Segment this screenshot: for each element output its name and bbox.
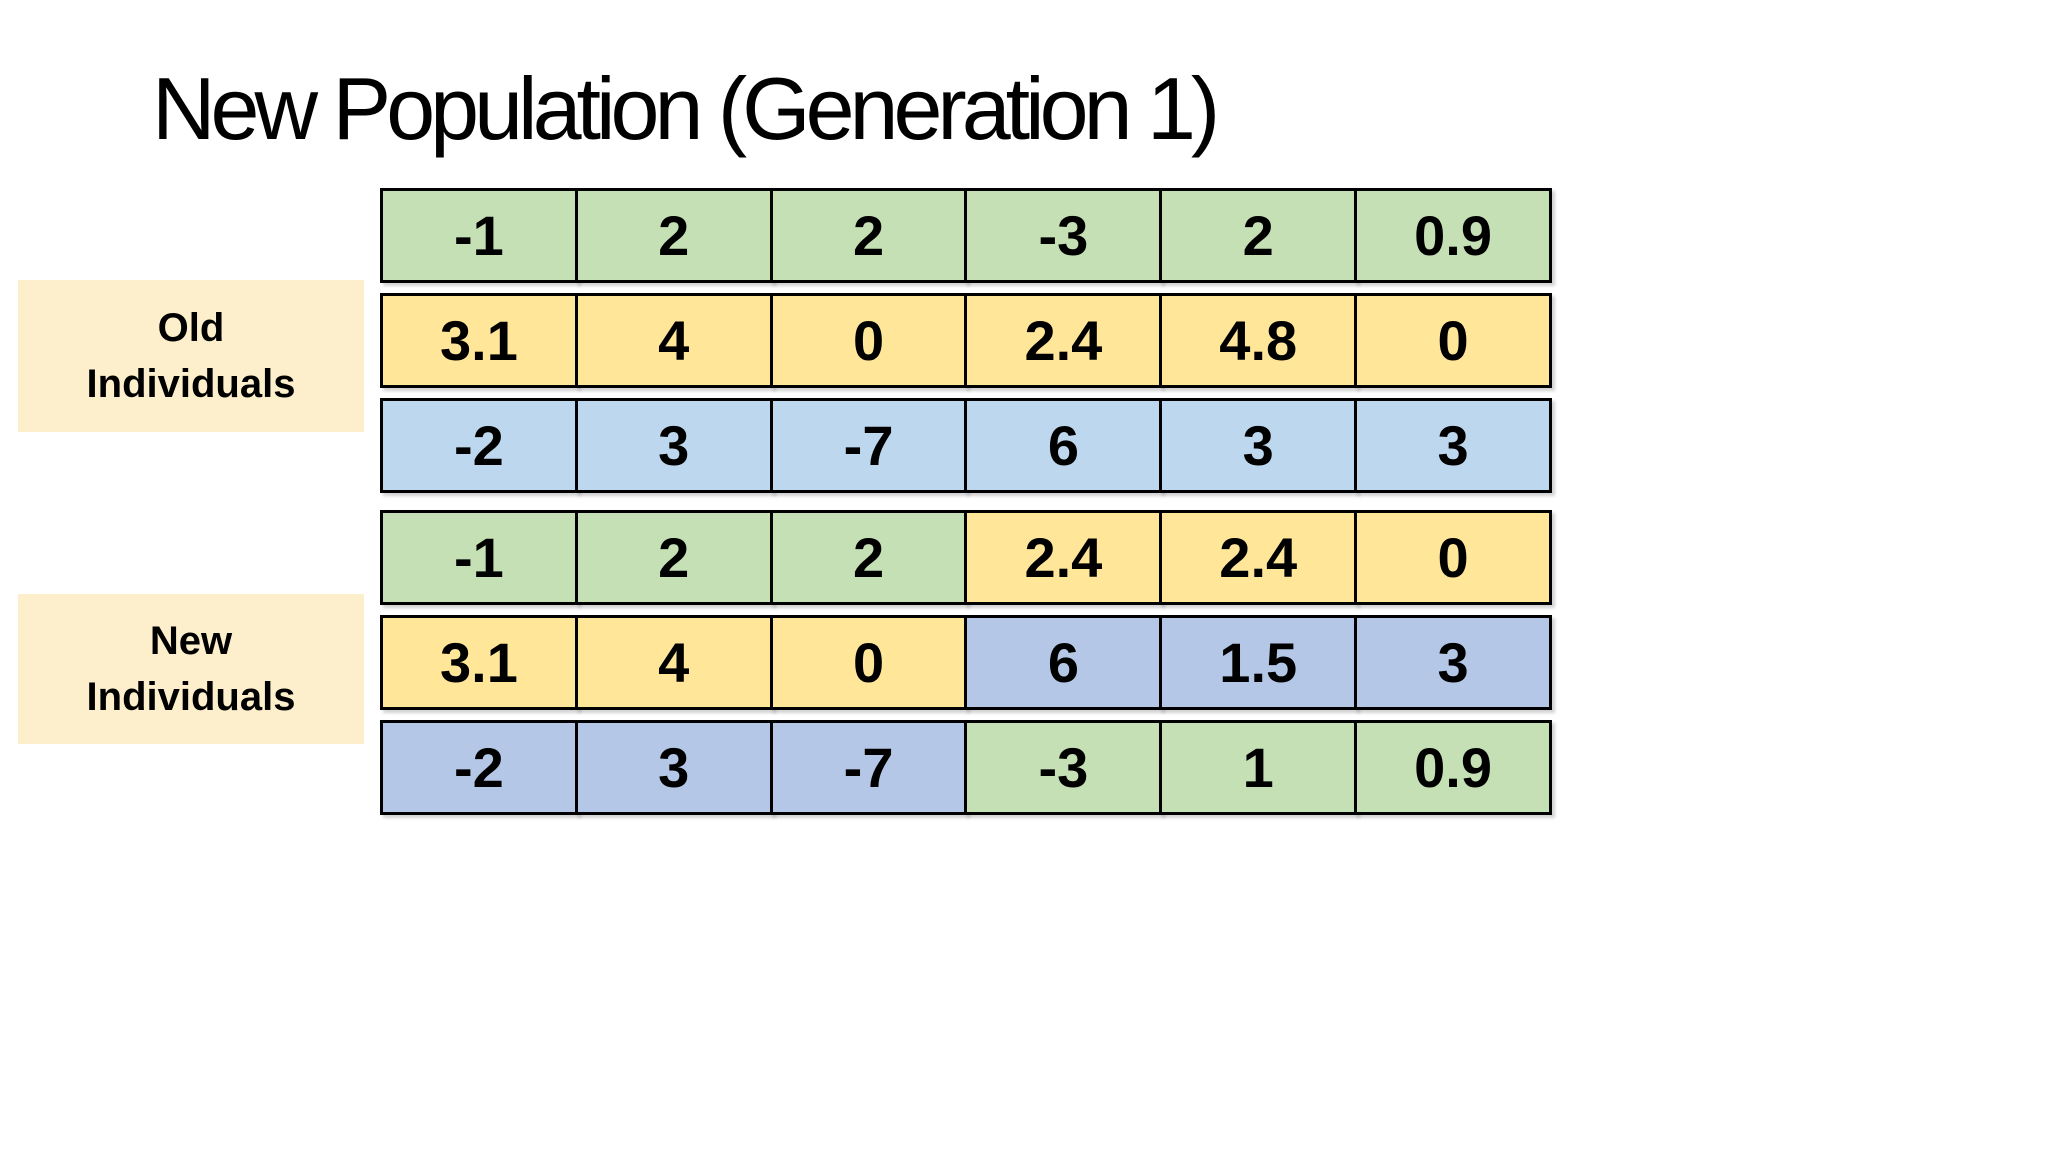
table-cell: 2.4 [964, 293, 1163, 388]
slide-title: New Population (Generation 1) [152, 59, 1220, 158]
table-cell: 6 [964, 615, 1163, 710]
table-cell: 3 [574, 398, 773, 493]
table-row: 3.1 4 0 2.4 4.8 0 [380, 293, 1552, 388]
table-cell: 6 [964, 398, 1163, 493]
table-cell: 3 [574, 720, 773, 815]
table-cell: -2 [380, 398, 578, 493]
table-cell: -7 [769, 720, 968, 815]
table-row: -2 3 -7 6 3 3 [380, 398, 1552, 493]
table-cell: 2.4 [1159, 510, 1358, 605]
old-individuals-table: -1 2 2 -3 2 0.9 3.1 4 0 2.4 4.8 0 -2 3 -… [380, 188, 1552, 503]
table-cell: 2 [769, 188, 968, 283]
table-cell: -3 [964, 188, 1163, 283]
table-cell: 4 [574, 293, 773, 388]
table-cell: 1 [1159, 720, 1358, 815]
old-individuals-label: Old Individuals [18, 280, 364, 432]
table-cell: -7 [769, 398, 968, 493]
table-cell: 3.1 [380, 293, 578, 388]
table-cell: 0 [769, 293, 968, 388]
table-cell: 1.5 [1159, 615, 1358, 710]
table-cell: 3 [1354, 398, 1552, 493]
table-cell: 2 [574, 188, 773, 283]
table-cell: 2.4 [964, 510, 1163, 605]
new-individuals-table: -1 2 2 2.4 2.4 0 3.1 4 0 6 1.5 3 -2 3 -7… [380, 510, 1552, 825]
table-row: -1 2 2 2.4 2.4 0 [380, 510, 1552, 605]
table-cell: -2 [380, 720, 578, 815]
table-cell: 0 [769, 615, 968, 710]
table-cell: 0.9 [1354, 720, 1552, 815]
table-cell: 3.1 [380, 615, 578, 710]
table-cell: 2 [574, 510, 773, 605]
new-individuals-label: New Individuals [18, 594, 364, 744]
table-row: 3.1 4 0 6 1.5 3 [380, 615, 1552, 710]
table-row: -2 3 -7 -3 1 0.9 [380, 720, 1552, 815]
table-cell: 2 [1159, 188, 1358, 283]
table-cell: 0 [1354, 510, 1552, 605]
table-cell: -3 [964, 720, 1163, 815]
table-cell: 0.9 [1354, 188, 1552, 283]
table-row: -1 2 2 -3 2 0.9 [380, 188, 1552, 283]
table-cell: 3 [1354, 615, 1552, 710]
table-cell: 0 [1354, 293, 1552, 388]
table-cell: 4.8 [1159, 293, 1358, 388]
table-cell: -1 [380, 188, 578, 283]
table-cell: 4 [574, 615, 773, 710]
table-cell: 3 [1159, 398, 1358, 493]
table-cell: -1 [380, 510, 578, 605]
table-cell: 2 [769, 510, 968, 605]
